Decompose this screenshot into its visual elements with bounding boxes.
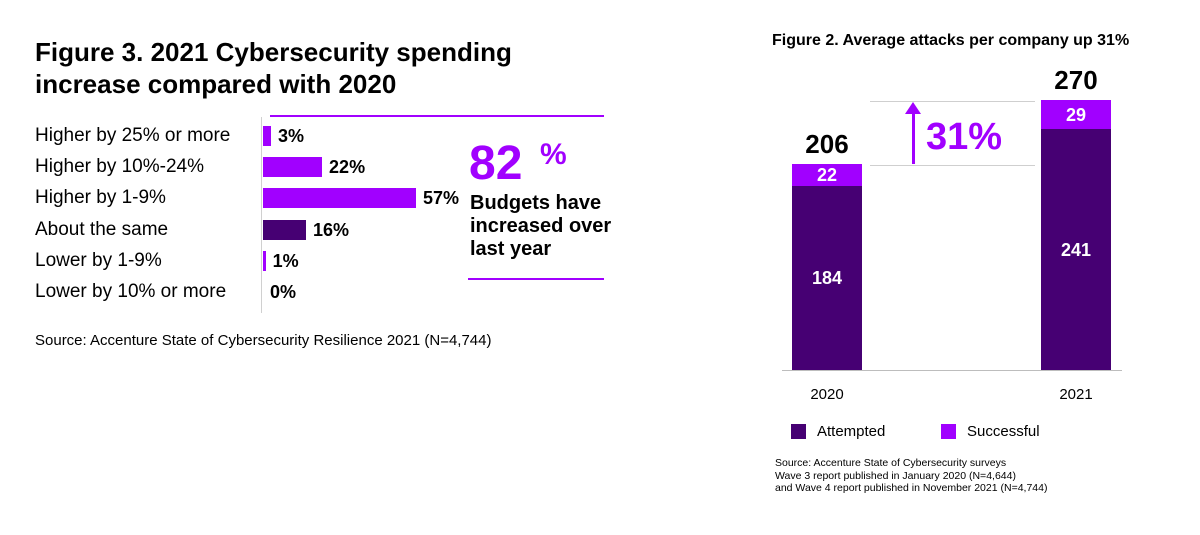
attempted-value-label: 184	[811, 268, 843, 288]
figure-2-source-line: Wave 3 report published in January 2020 …	[775, 469, 1016, 482]
bar-segment-successful	[1041, 100, 1111, 129]
category-label: 2020	[810, 386, 844, 403]
figure-2-source-line: Source: Accenture State of Cybersecurity…	[775, 457, 1007, 469]
successful-value-label: 29	[1065, 104, 1087, 125]
successful-value-label: 22	[816, 165, 838, 185]
ref-line-top	[870, 101, 1035, 102]
category-label: About the same	[35, 218, 169, 240]
bar-segment-attempted	[1041, 129, 1111, 370]
category-label: Higher by 1-9%	[35, 187, 166, 209]
figure-2-source-line: and Wave 4 report published in November …	[775, 482, 1048, 494]
bar	[263, 157, 323, 178]
highlight-bottom-rule	[468, 278, 604, 280]
bar	[263, 250, 266, 271]
figure-3-source: Source: Accenture State of Cybersecurity…	[35, 332, 492, 349]
figure-3-title: Figure 3. 2021 Cybersecurity spending in…	[35, 37, 512, 99]
bar	[263, 188, 416, 209]
category-label: Higher by 10%-24%	[35, 156, 204, 178]
legend-swatch	[791, 424, 806, 439]
bar	[263, 219, 306, 240]
figure-2-source: Source: Accenture State of Cybersecurity…	[775, 457, 1047, 495]
total-value-label: 270	[1054, 65, 1098, 95]
category-label: 2021	[1059, 386, 1093, 403]
category-label: Lower by 1-9%	[35, 249, 162, 271]
attempted-value-label: 241	[1060, 239, 1092, 260]
bar-segment-successful	[792, 164, 862, 186]
figure-3-axis-line	[261, 117, 262, 313]
legend-label: Successful	[967, 423, 1040, 440]
bar-value-label: 1%	[272, 250, 299, 271]
increase-label: 31%	[926, 116, 1003, 158]
bar-value-label: 0%	[270, 282, 297, 302]
bar	[263, 126, 272, 146]
bar-value-label: 57%	[423, 188, 460, 209]
bar-value-label: 22%	[329, 157, 366, 178]
bar-segment-attempted	[792, 186, 862, 370]
increase-arrow-head	[905, 102, 921, 114]
legend-swatch	[941, 424, 956, 439]
figure-2-title: Figure 2. Average attacks per company up…	[772, 32, 1130, 49]
category-label: Higher by 25% or more	[35, 125, 231, 146]
total-value-label: 206	[805, 129, 849, 159]
increase-arrow-shaft	[912, 112, 915, 164]
highlight-top-rule	[270, 115, 604, 117]
category-label: Lower by 10% or more	[35, 281, 227, 302]
bar-value-label: 16%	[312, 219, 349, 240]
bar-value-label: 3%	[278, 126, 305, 146]
highlight-text: Budgets have increased over last year	[470, 192, 612, 260]
figure-2-baseline	[782, 370, 1122, 371]
ref-line-bottom	[870, 165, 1035, 166]
highlight-unit: %	[540, 138, 567, 171]
highlight-value: 82	[469, 137, 523, 190]
legend-label: Attempted	[817, 423, 886, 440]
